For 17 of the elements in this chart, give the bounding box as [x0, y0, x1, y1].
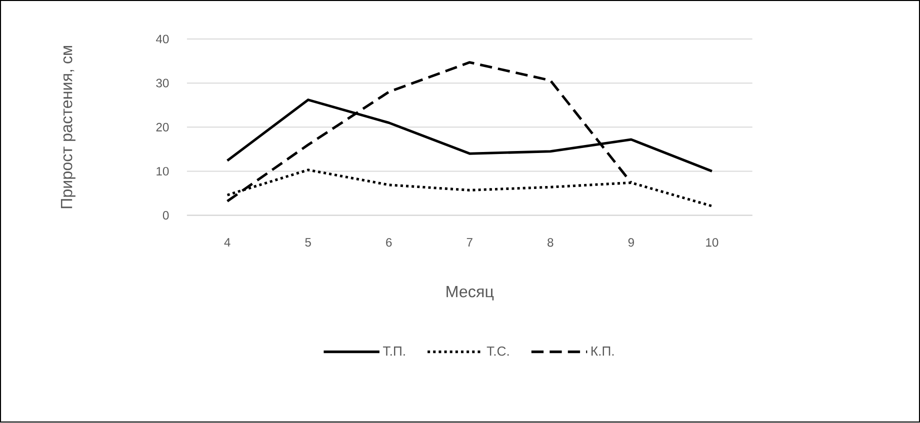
x-tick-label: 9	[628, 238, 634, 247]
legend-label: К.П.	[591, 346, 614, 356]
x-tick-label: 6	[386, 238, 392, 247]
x-tick-label: 10	[706, 238, 718, 247]
legend-label: Т.С.	[486, 346, 509, 356]
x-tick-label: 5	[305, 238, 311, 247]
legend-label: Т.П.	[383, 346, 405, 356]
y-tick-label: 30	[156, 79, 169, 88]
y-tick-label: 40	[156, 34, 169, 44]
x-axis-title: Месяц	[446, 286, 494, 301]
x-tick-label: 4	[224, 238, 230, 247]
y-axis-title: Прирост растения, см	[60, 46, 76, 208]
x-tick-label: 8	[548, 238, 554, 247]
y-tick-label: 20	[156, 123, 169, 132]
x-tick-label: 7	[466, 238, 472, 247]
y-tick-label: 0	[162, 211, 169, 220]
y-tick-label: 10	[156, 167, 169, 176]
